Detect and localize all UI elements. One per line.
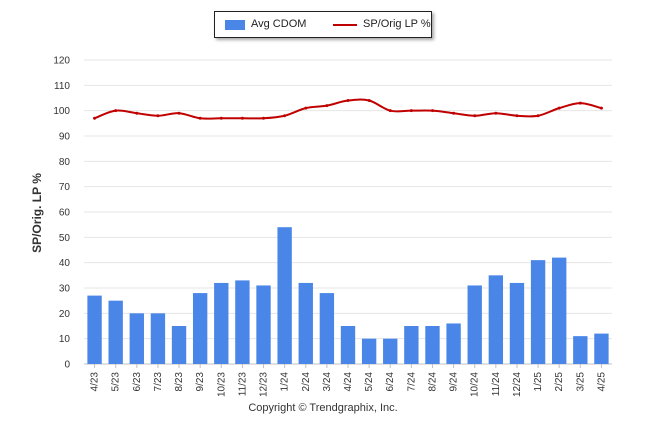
point-sp-orig-lp — [409, 109, 413, 113]
point-sp-orig-lp — [283, 114, 287, 118]
y-tick-label: 30 — [59, 284, 71, 295]
x-tick-label: 7/24 — [406, 372, 417, 392]
x-tick-label: 5/23 — [111, 372, 122, 392]
x-tick-label: 10/23 — [216, 372, 227, 397]
legend-label-sp-orig-lp: SP/Orig LP % — [363, 18, 431, 30]
point-sp-orig-lp — [430, 109, 434, 113]
x-tick-label: 1/24 — [280, 372, 291, 392]
point-sp-orig-lp — [135, 111, 139, 115]
bar-avg-cdom — [129, 313, 144, 364]
x-tick-label: 12/23 — [259, 372, 270, 397]
bar-avg-cdom — [530, 260, 546, 364]
y-tick-label: 70 — [59, 182, 71, 193]
x-tick-label: 8/23 — [174, 372, 185, 392]
y-tick-label: 20 — [59, 309, 71, 320]
x-tick-label: 6/23 — [132, 372, 143, 392]
bar-avg-cdom — [488, 275, 504, 364]
x-tick-label: 6/24 — [385, 372, 396, 392]
point-sp-orig-lp — [473, 114, 477, 118]
bar-avg-cdom — [87, 295, 102, 364]
x-tick-label: 3/25 — [575, 372, 586, 392]
y-tick-label: 110 — [54, 81, 70, 92]
point-sp-orig-lp — [93, 116, 97, 120]
bar-avg-cdom — [277, 227, 292, 364]
point-sp-orig-lp — [557, 106, 561, 110]
bar-avg-cdom — [361, 338, 377, 364]
bar-avg-cdom — [150, 313, 166, 364]
y-tick-label: 90 — [59, 132, 71, 143]
x-tick-label: 4/24 — [343, 372, 354, 392]
bar-avg-cdom — [425, 326, 440, 364]
bar-avg-cdom — [552, 257, 567, 364]
point-sp-orig-lp — [219, 116, 223, 120]
bar-avg-cdom — [235, 280, 250, 364]
point-sp-orig-lp — [536, 114, 540, 118]
point-sp-orig-lp — [325, 104, 329, 108]
point-sp-orig-lp — [346, 99, 350, 103]
bar-avg-cdom — [319, 293, 335, 364]
point-sp-orig-lp — [177, 111, 181, 115]
bar-avg-cdom — [509, 282, 525, 364]
x-tick-label: 11/23 — [237, 372, 248, 397]
y-tick-label: 10 — [59, 334, 71, 345]
x-tick-label: 5/24 — [364, 372, 375, 392]
point-sp-orig-lp — [388, 109, 392, 113]
x-tick-label: 11/24 — [491, 372, 502, 397]
point-sp-orig-lp — [304, 106, 308, 110]
x-tick-label: 12/24 — [512, 372, 523, 397]
bar-avg-cdom — [383, 338, 398, 364]
bar-avg-cdom — [298, 282, 313, 364]
point-sp-orig-lp — [494, 111, 498, 115]
bar-avg-cdom — [192, 293, 208, 364]
x-tick-label: 4/25 — [596, 372, 607, 392]
line-sp-orig-lp — [94, 98, 602, 120]
y-tick-label: 40 — [59, 258, 71, 269]
legend-swatch-sp-orig-lp — [333, 24, 357, 26]
point-sp-orig-lp — [156, 114, 160, 118]
point-sp-orig-lp — [198, 116, 202, 120]
point-sp-orig-lp — [599, 106, 603, 110]
y-tick-label: 50 — [59, 233, 71, 244]
bar-avg-cdom — [446, 323, 461, 364]
point-sp-orig-lp — [515, 114, 519, 118]
chart-legend: Avg CDOM SP/Orig LP % — [214, 11, 432, 38]
x-tick-label: 1/25 — [533, 372, 544, 392]
point-sp-orig-lp — [262, 116, 266, 120]
bar-avg-cdom — [256, 285, 271, 364]
copyright-text: Copyright © Trendgraphix, Inc. — [248, 402, 398, 414]
x-tick-label: 7/23 — [153, 372, 164, 392]
y-tick-label: 120 — [53, 56, 70, 67]
y-tick-label: 80 — [59, 157, 71, 168]
x-tick-label: 2/24 — [301, 372, 312, 392]
bar-avg-cdom — [467, 285, 482, 364]
x-tick-label: 9/24 — [449, 372, 460, 392]
x-tick-label: 3/24 — [322, 372, 333, 392]
bar-avg-cdom — [340, 326, 356, 364]
y-tick-label: 60 — [59, 208, 71, 219]
legend-label-avg-cdom: Avg CDOM — [251, 18, 307, 30]
bar-avg-cdom — [573, 336, 588, 364]
bar-avg-cdom — [108, 300, 123, 364]
legend-swatch-avg-cdom — [225, 20, 245, 30]
x-tick-label: 10/24 — [470, 372, 481, 397]
y-tick-label: 100 — [53, 106, 70, 117]
x-tick-label: 8/24 — [427, 372, 438, 392]
bar-avg-cdom — [594, 333, 609, 364]
point-sp-orig-lp — [240, 116, 244, 120]
bar-avg-cdom — [214, 282, 229, 364]
y-tick-label: 0 — [64, 360, 70, 371]
x-tick-label: 2/25 — [554, 372, 565, 392]
x-tick-label: 9/23 — [195, 372, 206, 392]
point-sp-orig-lp — [452, 111, 456, 115]
bar-avg-cdom — [171, 326, 187, 364]
point-sp-orig-lp — [367, 99, 371, 103]
bar-avg-cdom — [404, 326, 419, 364]
point-sp-orig-lp — [578, 101, 582, 105]
x-tick-label: 4/23 — [90, 372, 101, 392]
point-sp-orig-lp — [114, 109, 118, 113]
